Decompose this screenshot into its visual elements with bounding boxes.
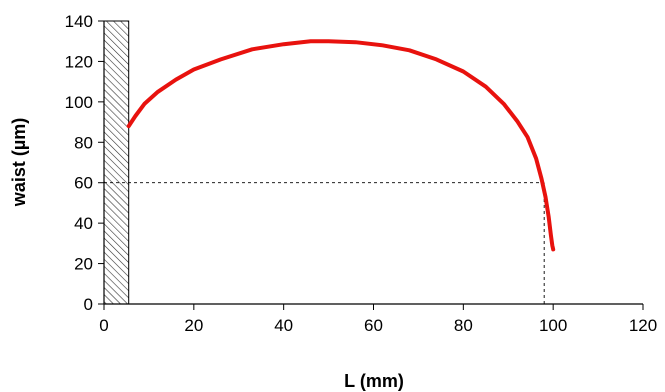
y-tick-label: 40: [74, 214, 93, 233]
x-tick-label: 80: [454, 316, 473, 335]
y-tick-label: 140: [65, 12, 93, 31]
x-tick-label: 0: [99, 316, 108, 335]
hatched-region: [103, 20, 130, 305]
x-tick-label: 120: [629, 316, 657, 335]
x-tick-label: 20: [184, 316, 203, 335]
x-tick-label: 40: [274, 316, 293, 335]
x-tick-label: 60: [364, 316, 383, 335]
x-tick-label: 100: [539, 316, 567, 335]
x-axis-title: L (mm): [344, 371, 404, 391]
y-tick-label: 0: [84, 295, 93, 314]
y-tick-label: 80: [74, 133, 93, 152]
y-tick-label: 60: [74, 174, 93, 193]
y-tick-label: 20: [74, 255, 93, 274]
y-tick-label: 100: [65, 93, 93, 112]
series-line-0: [126, 39, 556, 252]
y-axis-title: waist (µm): [9, 118, 29, 207]
y-tick-label: 120: [65, 52, 93, 71]
